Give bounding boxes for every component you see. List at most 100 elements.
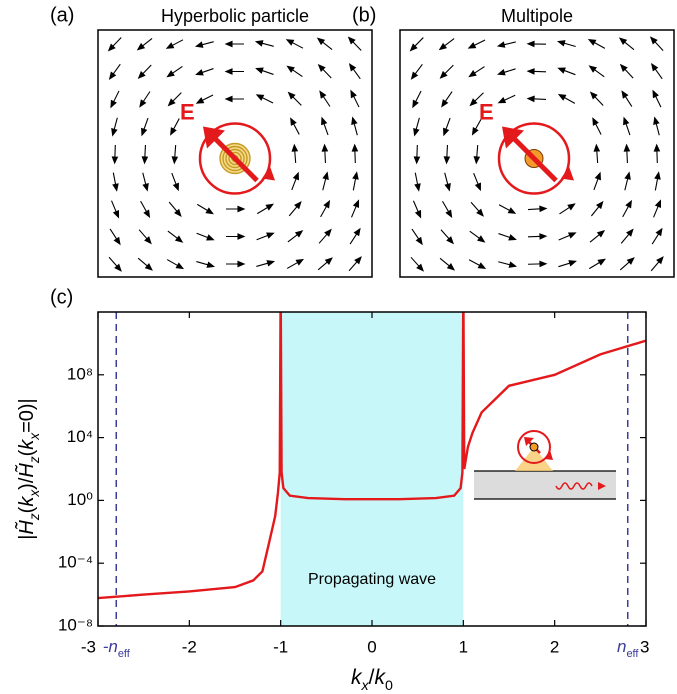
field-arrow xyxy=(256,203,274,215)
field-ring xyxy=(497,122,571,195)
field-arrow xyxy=(412,200,422,219)
field-arrow xyxy=(167,230,184,243)
field-arrow xyxy=(319,90,331,107)
field-arrow xyxy=(527,233,548,240)
field-arrow xyxy=(592,117,602,135)
ring-arrowhead xyxy=(262,166,275,181)
field-label: E xyxy=(180,99,195,124)
field-arrow xyxy=(286,65,303,78)
field-arrow xyxy=(410,256,424,272)
field-arrow xyxy=(527,260,548,268)
field-arrow xyxy=(587,38,606,49)
field-arrow xyxy=(141,117,149,137)
inset-arrowhead xyxy=(545,450,553,460)
label-part: z xyxy=(27,513,42,521)
ref-label-sub: eff xyxy=(118,648,131,660)
field-arrow xyxy=(170,118,180,136)
field-arrow xyxy=(108,63,121,80)
field-arrow xyxy=(166,65,183,78)
field-arrow xyxy=(527,205,548,213)
field-arrow xyxy=(497,94,516,104)
field-arrow xyxy=(468,66,485,78)
label-part: x xyxy=(27,489,42,498)
field-arrow xyxy=(111,200,120,219)
field-arrow xyxy=(141,144,149,165)
panel-label: (c) xyxy=(50,286,73,308)
field-arrow xyxy=(287,230,304,243)
field-arrow xyxy=(526,68,547,75)
panel-title: Hyperbolic particle xyxy=(161,6,309,26)
field-arrow xyxy=(652,89,662,108)
field-arrow xyxy=(498,204,517,214)
field-arrow xyxy=(226,233,246,240)
field-arrow xyxy=(473,144,481,165)
wave-head xyxy=(598,482,606,490)
field-arrow xyxy=(321,116,329,136)
field-arrow xyxy=(320,199,331,218)
field-arrow xyxy=(623,116,631,136)
field-arrow xyxy=(469,92,484,107)
field-arrow xyxy=(410,63,423,80)
ref-label: neff xyxy=(617,637,639,659)
dipole-arrow xyxy=(213,136,259,183)
field-arrow xyxy=(111,144,119,165)
field-arrow xyxy=(442,200,453,219)
field-arrow xyxy=(347,36,362,51)
field-arrow xyxy=(438,38,455,51)
x-tick-label: 2 xyxy=(550,637,559,656)
field-arrow xyxy=(559,203,576,215)
inset-ring xyxy=(517,430,551,464)
field-arrow xyxy=(589,229,606,243)
y-tick-label: 10⁸ xyxy=(67,364,93,383)
wave xyxy=(555,482,593,490)
label-part: ( xyxy=(16,506,38,513)
field-arrow xyxy=(439,64,454,79)
field-arrow xyxy=(318,228,332,244)
ref-label-main: -n xyxy=(103,637,118,656)
x-tick-label: -3 xyxy=(81,637,96,656)
field-arrow xyxy=(618,37,635,51)
field-arrow xyxy=(653,199,662,218)
field-arrow xyxy=(496,41,516,48)
field-arrow xyxy=(291,143,299,164)
field-arrow xyxy=(285,39,304,49)
field-arrow xyxy=(593,171,601,191)
label-part: H̃ xyxy=(14,463,38,478)
field-arrow xyxy=(497,68,516,76)
x-tick-label: 1 xyxy=(459,637,468,656)
field-arrow xyxy=(621,90,633,107)
field-arrow xyxy=(557,67,576,76)
field-arrow xyxy=(136,38,153,51)
field-arrow xyxy=(112,172,119,192)
field-arrow xyxy=(139,91,151,108)
field-arrow xyxy=(469,230,486,243)
field-arrow xyxy=(653,116,660,136)
label-part: H̃ xyxy=(14,520,38,535)
x-tick-label: 0 xyxy=(367,637,376,656)
field-arrow xyxy=(317,257,333,271)
field-arrow xyxy=(526,40,547,48)
field-arrow xyxy=(107,37,122,52)
y-tick-label: 10⁻⁴ xyxy=(58,553,93,572)
field-arrow xyxy=(468,259,487,269)
y-axis-label: |H̃z(kx)/H̃z(kx=0)| xyxy=(14,398,42,540)
panel-frame xyxy=(97,29,373,278)
panel-label: (b) xyxy=(352,4,376,26)
x-axis-label: kx/k0 xyxy=(351,666,393,694)
label-part: 0 xyxy=(385,678,393,694)
field-arrow xyxy=(110,90,120,109)
dipole-arrowhead xyxy=(502,126,524,149)
field-arrow xyxy=(498,261,518,268)
glow xyxy=(515,447,553,471)
field-arrow xyxy=(351,143,359,164)
field-arrow xyxy=(140,200,151,219)
field-arrow xyxy=(167,92,182,107)
field-arrow xyxy=(413,144,421,165)
field-arrow xyxy=(467,39,486,49)
field-arrow xyxy=(558,232,577,241)
field-arrow xyxy=(588,258,606,270)
propagating-band xyxy=(280,312,464,626)
label-part: | xyxy=(16,535,38,540)
field-arrow xyxy=(137,257,153,271)
field-arrow xyxy=(196,203,214,215)
